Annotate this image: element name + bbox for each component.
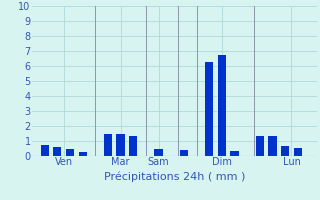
Bar xyxy=(104,134,112,156)
Bar xyxy=(41,145,49,156)
Bar xyxy=(256,136,264,156)
Bar xyxy=(116,134,125,156)
X-axis label: Précipitations 24h ( mm ): Précipitations 24h ( mm ) xyxy=(104,172,245,182)
Bar xyxy=(155,149,163,156)
Bar xyxy=(78,152,87,156)
Bar xyxy=(294,148,302,156)
Bar xyxy=(205,62,213,156)
Bar xyxy=(180,150,188,156)
Bar xyxy=(129,136,137,156)
Bar xyxy=(66,149,74,156)
Bar xyxy=(230,151,239,156)
Bar xyxy=(53,147,61,156)
Bar xyxy=(218,55,226,156)
Bar xyxy=(281,146,289,156)
Bar xyxy=(268,136,276,156)
